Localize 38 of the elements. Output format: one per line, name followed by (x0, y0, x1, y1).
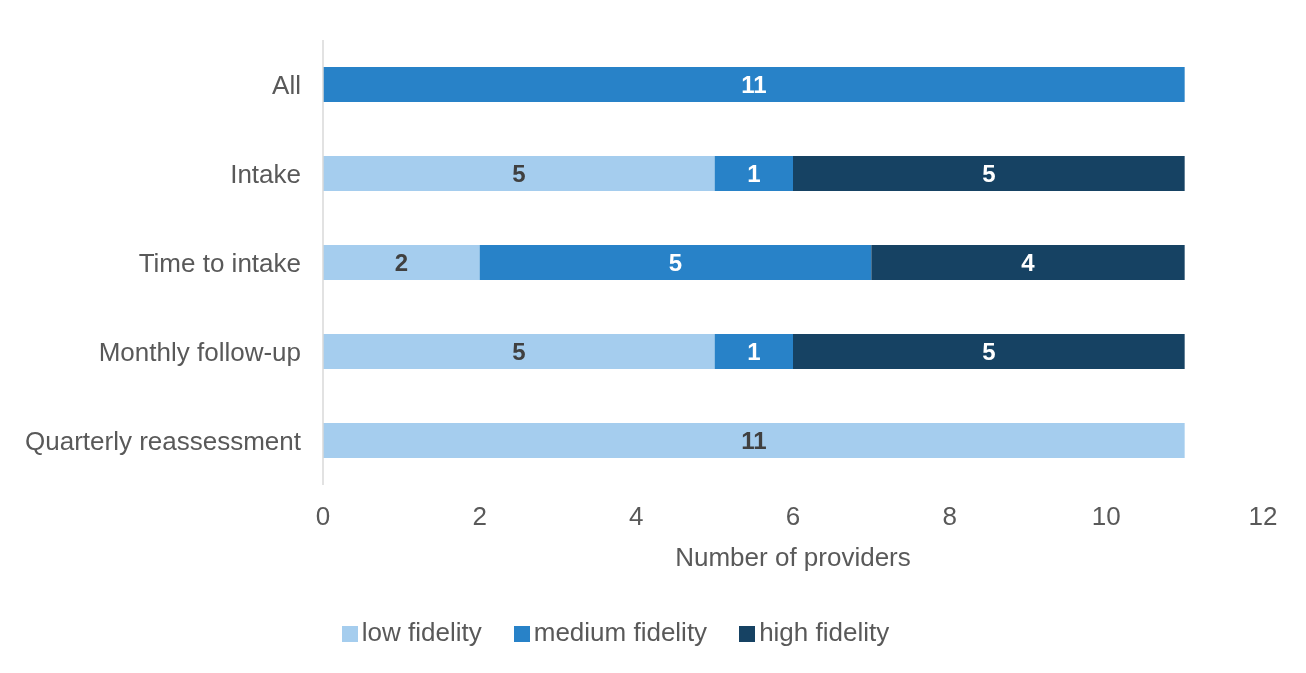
x-tick-label: 10 (1091, 501, 1121, 532)
bar (323, 245, 480, 280)
bar (714, 156, 793, 191)
y-tick-label: Intake (230, 158, 301, 189)
data-label: 5 (512, 160, 526, 188)
data-label: 5 (512, 338, 526, 366)
x-tick-label: 8 (942, 501, 957, 532)
data-label: 4 (1021, 249, 1036, 277)
x-axis-title: Number of providers (675, 542, 911, 573)
x-tick-label: 2 (472, 501, 487, 532)
bar (323, 334, 715, 369)
data-label: 5 (982, 160, 996, 188)
x-tick-label: 4 (629, 501, 644, 532)
x-tick-label: 12 (1248, 501, 1278, 532)
legend-label: high fidelity (759, 617, 890, 647)
y-tick-label: Quarterly reassessment (25, 425, 302, 456)
bar (323, 156, 715, 191)
x-tick-label: 0 (315, 501, 331, 532)
data-label: 1 (747, 160, 761, 188)
y-tick-label: All (272, 69, 301, 100)
bar (793, 156, 1185, 191)
data-label: 11 (741, 71, 767, 99)
data-label: 5 (668, 249, 683, 277)
data-label: 2 (394, 249, 409, 277)
bar (479, 245, 872, 280)
legend-label: medium fidelity (533, 617, 708, 647)
bar (793, 334, 1185, 369)
x-tick-label: 6 (785, 501, 801, 532)
bar (323, 67, 1185, 102)
legend-label: low fidelity (361, 617, 482, 647)
bar (714, 334, 793, 369)
data-label: 11 (741, 427, 767, 455)
data-label: 1 (747, 338, 761, 366)
data-label: 5 (982, 338, 996, 366)
y-tick-label: Monthly follow-up (98, 336, 301, 367)
bar (871, 245, 1185, 280)
y-tick-label: Time to intake (138, 247, 301, 278)
bar (323, 423, 1185, 458)
